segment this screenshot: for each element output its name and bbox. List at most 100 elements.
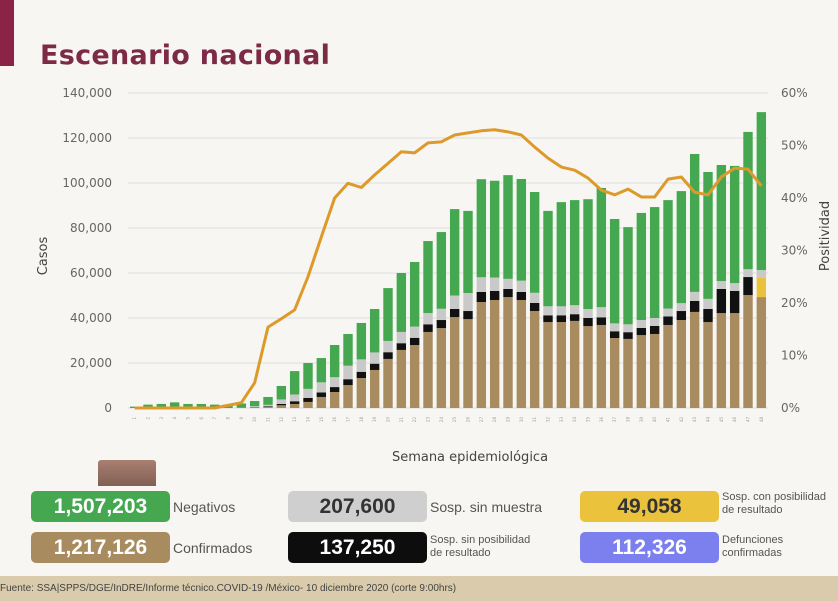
label-line: Sosp. sin posibilidad (430, 534, 531, 546)
bar-sin-muestra (463, 293, 473, 312)
bar-sin-muestra (609, 323, 620, 332)
x-tick-label: 41 (666, 417, 671, 423)
bar-confirmados (729, 313, 740, 408)
bar-negativos (663, 200, 673, 309)
bar-negativos (703, 171, 713, 299)
x-tick-label: 24 (439, 417, 444, 423)
bar-negativos (676, 191, 687, 304)
bar-confirmados (476, 302, 487, 408)
bar-negativos (409, 261, 420, 327)
bar-negativos (356, 322, 367, 360)
sin-posibilidad-label: Sosp. sin posibilidad de resultado (430, 534, 530, 560)
bar-negativos (689, 153, 700, 292)
defunciones-value: 112,326 (580, 532, 719, 563)
bar-negativos (383, 288, 393, 341)
bar-negativos (343, 333, 353, 366)
x-tick-label: 21 (399, 417, 404, 423)
bar-sin-muestra (249, 406, 260, 408)
bar-sin-posibilidad (596, 317, 607, 325)
x-tick-label: 29 (506, 417, 511, 423)
bar-negativos (143, 404, 153, 408)
x-tick-label: 22 (412, 417, 417, 423)
bar-sin-muestra (329, 377, 340, 388)
y2-tick-label: 40% (781, 191, 808, 205)
x-tick-label: 33 (559, 417, 564, 423)
y2-tick-label: 50% (781, 139, 808, 153)
sin-muestra-label: Sosp. sin muestra (430, 499, 543, 515)
y-tick-label: 80,000 (70, 221, 112, 235)
x-tick-label: 14 (306, 417, 311, 423)
page-title: Escenario nacional (40, 40, 331, 71)
bar-sin-muestra (543, 306, 553, 316)
bar-sin-posibilidad (409, 337, 420, 345)
y2-tick-label: 30% (781, 244, 808, 258)
x-tick-label: 19 (372, 417, 377, 423)
x-tick-label: 23 (426, 417, 431, 423)
con-posibilidad-value: 49,058 (580, 491, 719, 522)
x-tick-label: 48 (759, 417, 764, 423)
confirmados-value: 1,217,126 (31, 532, 170, 563)
bar-sin-muestra (489, 277, 500, 291)
bar-sin-posibilidad (663, 316, 673, 325)
bar-confirmados (556, 322, 567, 408)
bar-negativos (156, 403, 167, 408)
bar-sin-posibilidad (636, 327, 647, 336)
bar-sin-muestra (503, 278, 513, 289)
bar-confirmados (329, 392, 340, 408)
label-line: Defunciones (722, 534, 784, 546)
bar-negativos (236, 403, 247, 408)
bar-negativos (289, 371, 300, 395)
government-logo (98, 460, 156, 486)
y-tick-label: 140,000 (62, 86, 112, 100)
bar-confirmados (463, 319, 473, 408)
bar-negativos (529, 192, 540, 293)
bar-negativos (716, 165, 727, 282)
bar-negativos (449, 209, 460, 296)
bar-sin-posibilidad (503, 288, 513, 298)
bar-negativos (196, 403, 207, 408)
x-tick-label: 17 (346, 417, 351, 423)
y2-axis-label: Positividad (818, 201, 833, 271)
x-axis-label: Semana epidemiológica (392, 450, 548, 465)
bar-sin-muestra (596, 307, 607, 318)
bar-negativos (489, 180, 500, 278)
label-line: confirmadas (722, 547, 782, 559)
negativos-value: 1,507,203 (31, 491, 170, 522)
bar-sin-posibilidad (369, 363, 380, 370)
bar-negativos (543, 210, 553, 307)
bar-negativos (423, 241, 433, 314)
bar-con-posibilidad (756, 277, 767, 298)
x-tick-label: 2 (146, 417, 151, 420)
bar-sin-muestra (436, 308, 447, 321)
bar-negativos (316, 358, 327, 383)
bar-sin-muestra (716, 281, 727, 289)
bar-sin-muestra (409, 326, 420, 338)
bar-negativos (476, 179, 487, 278)
bar-sin-posibilidad (569, 314, 580, 321)
x-tick-label: 12 (279, 417, 284, 423)
bar-confirmados (676, 320, 687, 408)
y2-tick-label: 0% (781, 401, 800, 415)
bar-confirmados (756, 297, 767, 408)
y2-tick-label: 10% (781, 349, 808, 363)
bar-sin-posibilidad (556, 315, 567, 323)
bar-negativos (249, 401, 260, 407)
x-tick-label: 9 (239, 417, 244, 420)
sin-posibilidad-value: 137,250 (288, 532, 427, 563)
bar-negativos (756, 112, 767, 271)
x-tick-label: 32 (546, 417, 551, 423)
x-tick-label: 43 (692, 417, 697, 423)
bar-sin-muestra (356, 359, 367, 372)
x-tick-label: 47 (746, 417, 751, 423)
x-tick-label: 20 (386, 417, 391, 423)
bar-sin-muestra (689, 291, 700, 301)
bar-confirmados (263, 406, 273, 408)
x-tick-label: 7 (212, 417, 217, 420)
x-tick-label: 1 (132, 417, 137, 420)
bar-sin-posibilidad (303, 397, 313, 402)
bar-sin-muestra (556, 306, 567, 316)
y2-tick-label: 60% (781, 86, 808, 100)
bar-sin-muestra (289, 394, 300, 402)
bar-sin-posibilidad (436, 320, 447, 329)
x-tick-label: 31 (532, 417, 537, 423)
